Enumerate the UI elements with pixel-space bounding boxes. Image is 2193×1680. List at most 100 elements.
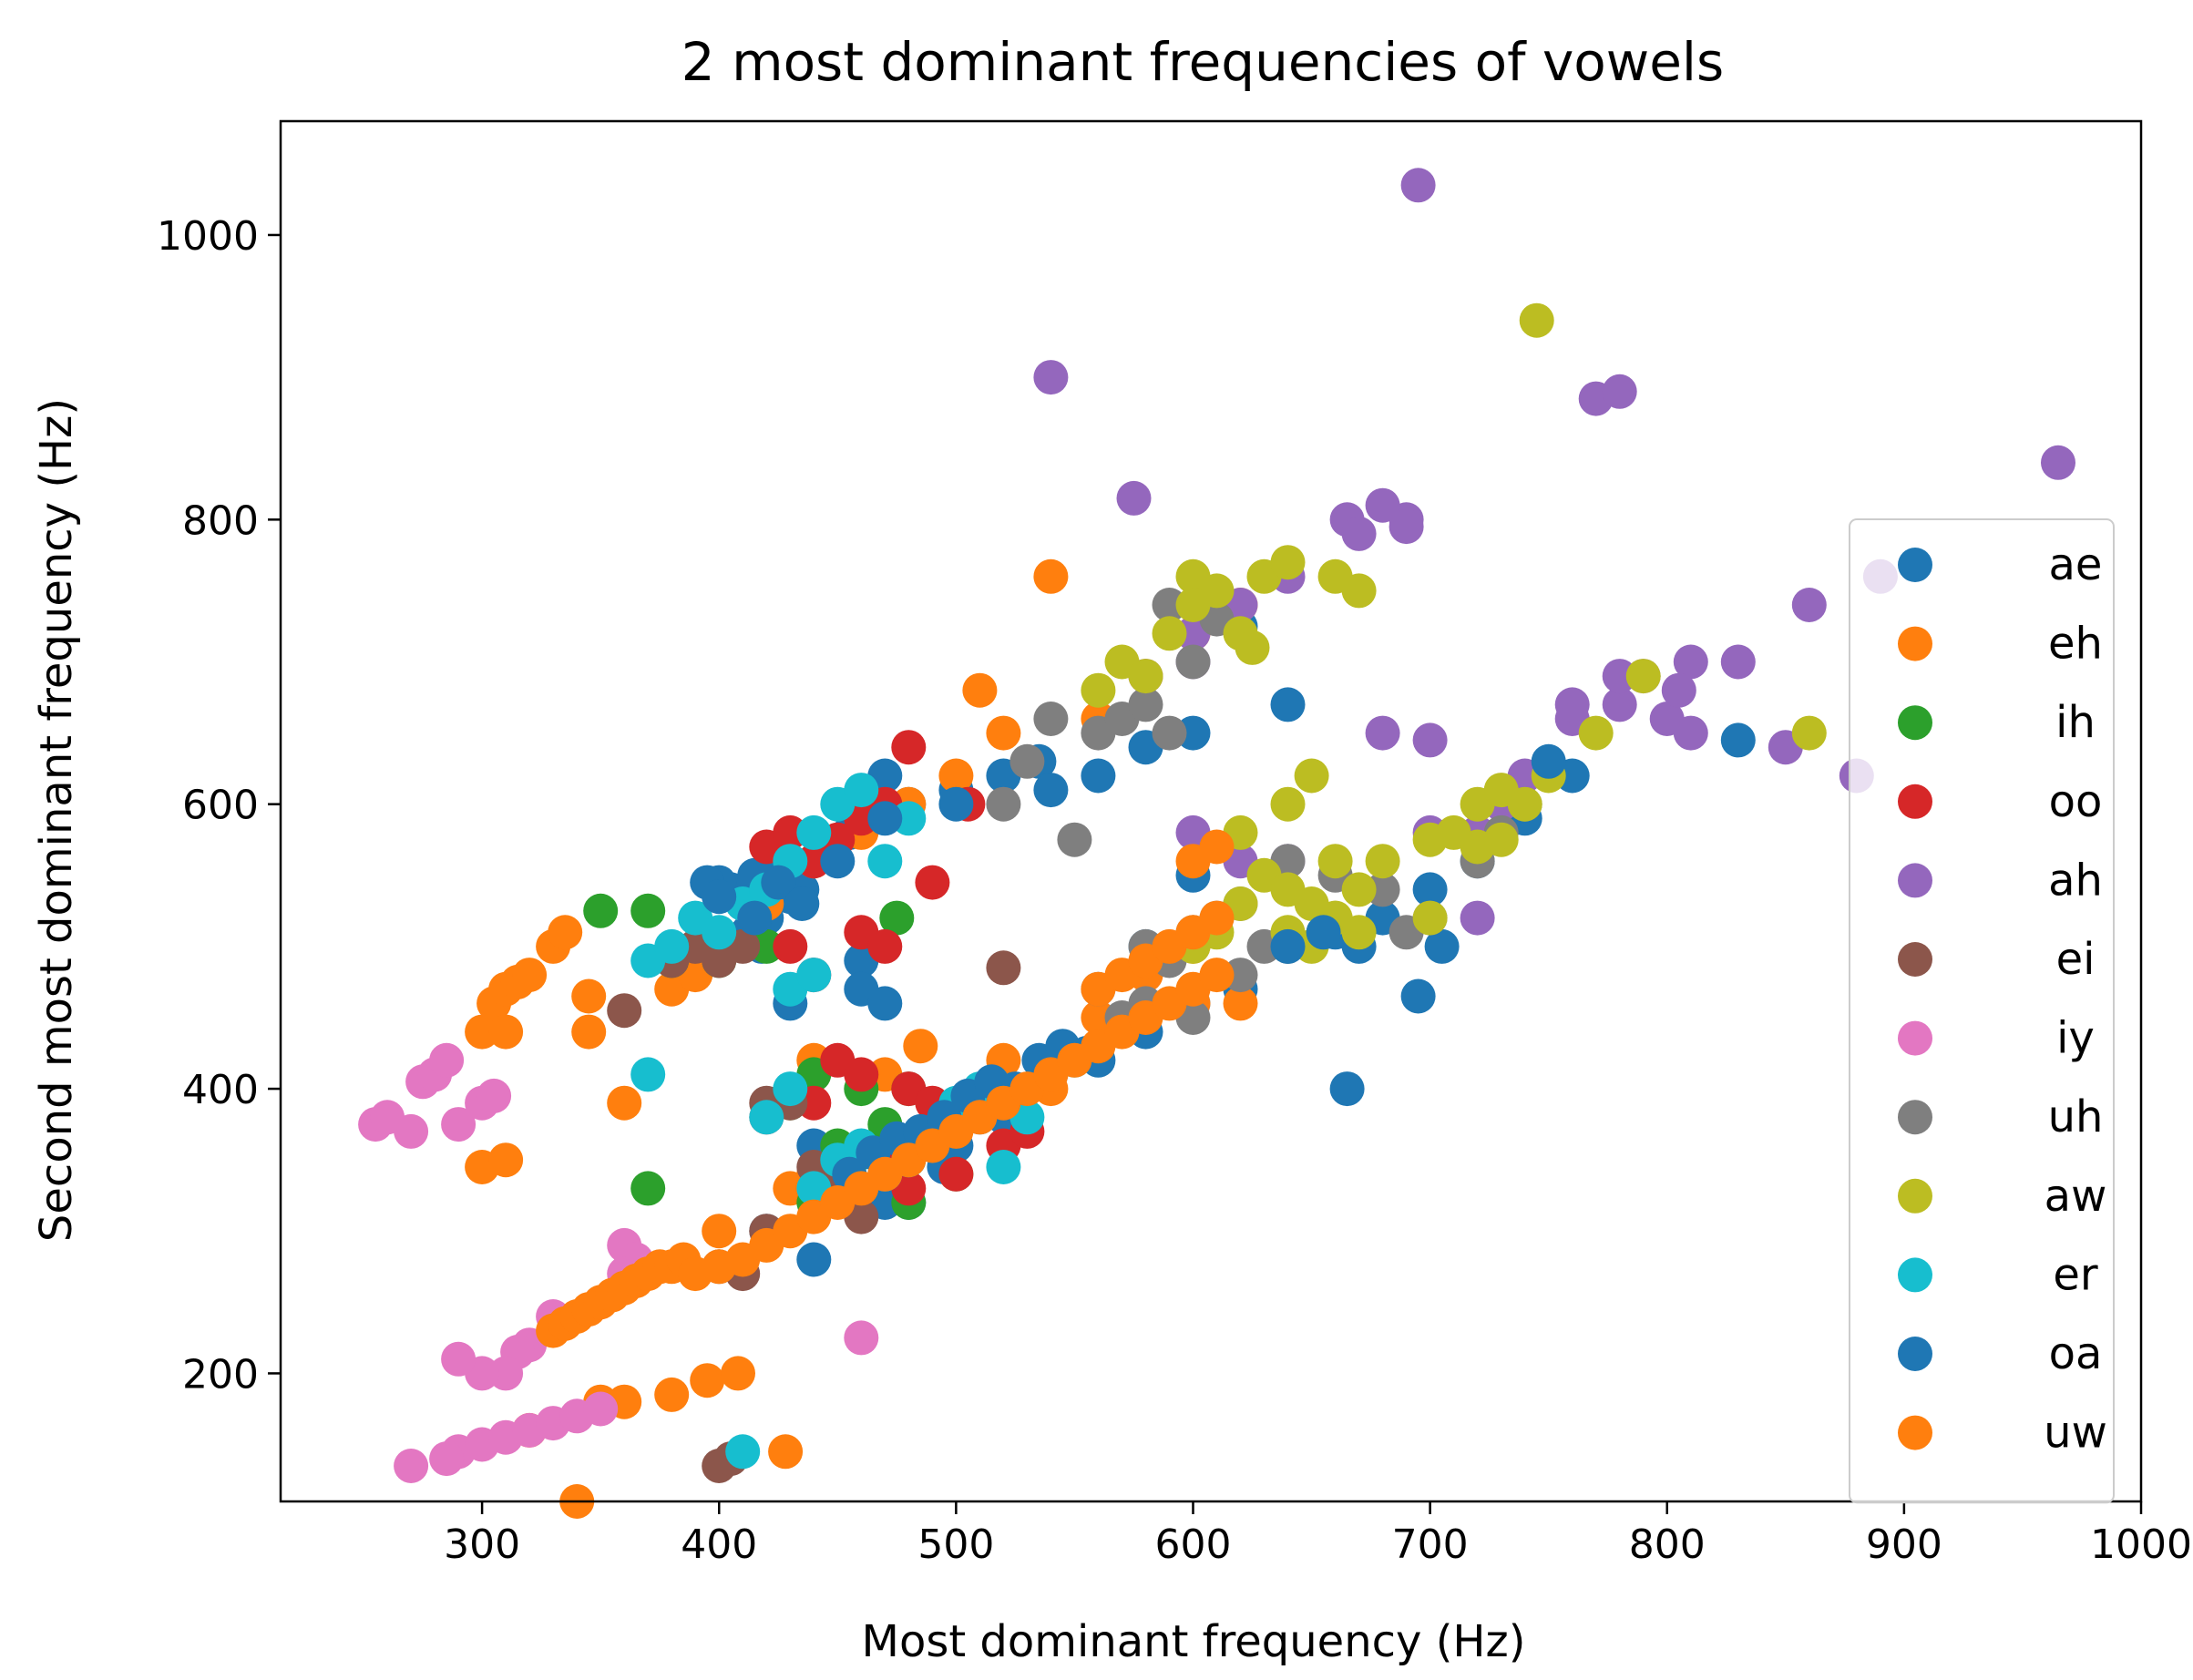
point-er [773,1071,808,1107]
point-ae [796,1242,832,1277]
point-aw [1175,588,1211,622]
legend-marker-eh [1898,626,1932,661]
point-eh [962,672,998,708]
point-iy [583,1391,619,1427]
point-er [986,1150,1021,1184]
point-ah [1365,487,1400,523]
legend-marker-iy [1898,1020,1932,1056]
point-iy [844,1320,879,1356]
point-oa [702,879,737,915]
point-aw [1341,872,1377,907]
point-eh [938,758,974,794]
point-oa [737,900,773,936]
x-tick-label: 900 [1866,1521,1942,1568]
y-axis: 200 400 600 800 1000 [157,213,281,1398]
x-axis-label: Most dominant frequency (Hz) [862,1616,1526,1667]
legend-label-uh: uh [2048,1091,2104,1142]
legend-label-ah: ah [2048,855,2103,906]
point-aw [1519,302,1554,338]
point-oo [773,814,808,850]
point-oa [1270,928,1306,964]
point-iy [488,1356,524,1391]
legend-label-oo: oo [2049,776,2103,827]
point-ih [749,928,784,964]
point-oa [867,986,903,1021]
legend-label-aw: aw [2044,1171,2107,1222]
legend: ae eh ih oo ah ei iy uh aw er oa uw [1849,518,2115,1504]
point-aw [1341,915,1377,950]
point-ah [1412,722,1448,758]
legend-marker-ae [1898,548,1932,582]
legend-marker-ih [1898,705,1932,741]
point-oo [915,865,950,900]
legend-marker-er [1898,1257,1932,1293]
point-ae [1175,715,1211,751]
point-eh [607,1085,642,1121]
point-aw [1235,630,1270,665]
point-ae [1033,773,1069,808]
point-ae [1329,1071,1365,1107]
point-ih [583,893,619,928]
point-eh [488,1014,524,1050]
point-ah [1602,659,1637,694]
y-tick-label: 800 [182,497,259,544]
point-ae [1720,722,1756,758]
point-oa [1531,743,1566,779]
point-aw [1270,545,1306,580]
x-axis: 300 400 500 600 700 800 900 1000 [444,1501,2192,1568]
point-ah [1365,715,1400,751]
point-ah [1460,900,1495,936]
point-eh [548,915,583,950]
x-tick-label: 500 [917,1521,994,1568]
point-uw [1199,829,1235,865]
point-oo [773,928,808,964]
x-tick-label: 1000 [2090,1521,2192,1568]
point-ah [1602,374,1637,409]
point-oo [844,1057,879,1092]
point-er [630,1057,666,1092]
point-eh [512,958,548,993]
point-aw [1152,616,1187,651]
point-ah [1673,644,1708,680]
point-iy [394,1113,429,1149]
legend-marker-uh [1898,1100,1932,1135]
plot-area [279,119,2143,1503]
point-ih [630,1171,666,1206]
point-eh [768,1434,804,1470]
point-ah [1661,672,1696,708]
point-oo [867,928,903,964]
point-aw [1791,715,1827,751]
x-tick-label: 400 [681,1521,757,1568]
point-eh [1223,986,1258,1021]
point-oa [867,801,903,836]
y-tick-label: 1000 [157,213,259,260]
point-er [796,814,832,850]
chart-title: 2 most dominant frequencies of vowels [681,31,1725,93]
point-iy [441,1341,477,1377]
point-eh [571,978,607,1014]
point-aw [1317,844,1353,879]
point-ah [1341,516,1377,551]
legend-marker-aw [1898,1178,1932,1214]
y-axis-label: Second most dominant frequency (Hz) [31,398,82,1242]
point-eh [702,1214,737,1249]
point-aw [1507,786,1542,822]
point-eh [465,1014,500,1050]
legend-marker-oo [1898,784,1932,819]
point-eh [571,1014,607,1050]
point-uh [1365,872,1400,907]
point-er [702,915,737,950]
point-uh [1152,715,1187,751]
point-er [725,1434,761,1470]
legend-marker-uw [1898,1415,1932,1450]
point-uh [1057,822,1092,857]
point-eh [903,1029,938,1064]
point-uh [1009,743,1045,779]
point-eh [721,1356,755,1391]
point-uh [1128,687,1163,722]
x-tick-label: 300 [444,1521,520,1568]
point-oa [1306,915,1341,950]
y-tick-label: 600 [182,783,259,829]
